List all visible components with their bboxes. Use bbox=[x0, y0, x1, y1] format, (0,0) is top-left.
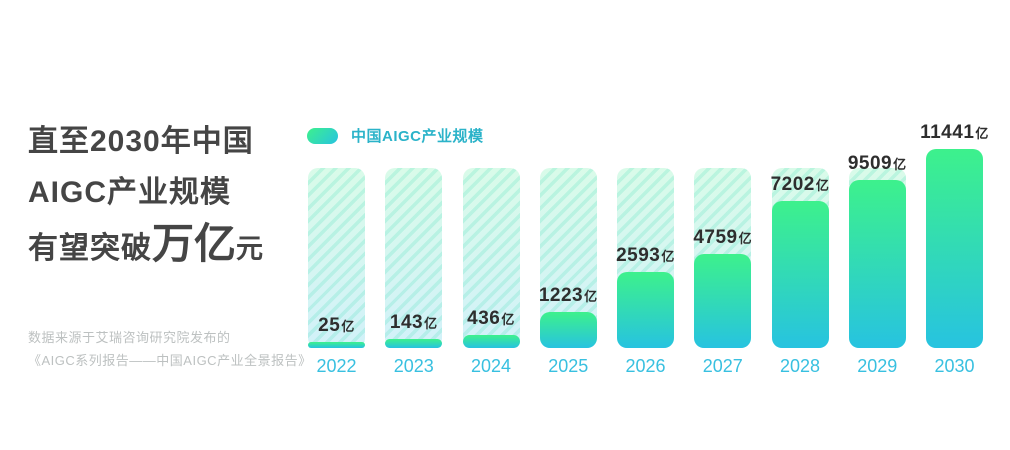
bar-track bbox=[462, 168, 520, 348]
value-label: 7202亿 bbox=[771, 174, 830, 196]
title-line-3-suffix: 元 bbox=[236, 234, 265, 264]
value-number: 1223 bbox=[538, 285, 584, 306]
year-label: 2023 bbox=[393, 356, 434, 376]
bar-column: 11441亿 2030 bbox=[920, 122, 988, 376]
value-bar bbox=[926, 149, 983, 348]
value-number: 143 bbox=[389, 312, 424, 333]
value-label: 1223亿 bbox=[539, 285, 598, 307]
title-line-3-highlight: 万亿 bbox=[152, 220, 237, 267]
value-number: 11441 bbox=[920, 122, 975, 143]
value-bar bbox=[385, 339, 443, 348]
value-unit: 亿 bbox=[738, 231, 753, 246]
year-label: 2028 bbox=[779, 356, 821, 376]
value-unit: 亿 bbox=[661, 249, 675, 264]
title-line-1: 直至2030年中国 bbox=[28, 125, 254, 158]
value-number: 9509 bbox=[847, 153, 893, 174]
value-bar bbox=[462, 335, 520, 348]
year-label: 2022 bbox=[316, 356, 357, 376]
value-label: 436亿 bbox=[467, 308, 515, 330]
value-unit: 亿 bbox=[815, 178, 830, 193]
value-unit: 亿 bbox=[424, 316, 438, 331]
bar-track bbox=[308, 168, 365, 348]
bar-column: 9509亿 2029 bbox=[848, 153, 906, 376]
value-number: 4759 bbox=[693, 227, 738, 248]
page-title: 直至2030年中国 AIGC产业规模 有望突破万亿元 bbox=[28, 116, 264, 275]
title-line-3: 有望突破万亿元 bbox=[28, 218, 264, 275]
value-label: 143亿 bbox=[390, 312, 438, 334]
value-label: 2593亿 bbox=[616, 245, 675, 267]
value-label: 25亿 bbox=[318, 315, 355, 337]
value-bar bbox=[848, 180, 906, 348]
year-label: 2024 bbox=[470, 356, 512, 376]
value-bar bbox=[771, 201, 829, 348]
chart-legend: 中国AIGC产业规模 bbox=[307, 125, 484, 146]
year-label: 2026 bbox=[625, 356, 666, 376]
bar-column: 2593亿 2026 bbox=[616, 168, 675, 376]
value-label: 9509亿 bbox=[848, 153, 907, 175]
value-unit: 亿 bbox=[893, 157, 907, 172]
bar-column: 1223亿 2025 bbox=[539, 168, 598, 376]
bar-column: 7202亿 2028 bbox=[771, 168, 830, 376]
value-label: 11441亿 bbox=[920, 122, 989, 144]
value-bar bbox=[617, 272, 674, 348]
value-bar bbox=[694, 254, 752, 348]
value-number: 2593 bbox=[616, 245, 661, 266]
value-unit: 亿 bbox=[975, 126, 989, 141]
year-label: 2027 bbox=[702, 356, 743, 376]
plot-area: 25亿 2022 143亿 2023 436亿 2024 1223亿 2025 2593亿 202… bbox=[308, 122, 988, 376]
bar-column: 436亿 2024 bbox=[462, 168, 520, 376]
bar-track bbox=[385, 168, 443, 348]
value-unit: 亿 bbox=[501, 312, 515, 327]
value-unit: 亿 bbox=[584, 289, 598, 304]
value-unit: 亿 bbox=[341, 319, 355, 334]
data-source-note: 数据来源于艾瑞咨询研究院发布的 《AIGC系列报告——中国AIGC产业全景报告》 bbox=[28, 326, 312, 372]
year-label: 2025 bbox=[548, 356, 589, 376]
legend-label: 中国AIGC产业规模 bbox=[351, 128, 484, 145]
source-line-2: 《AIGC系列报告——中国AIGC产业全景报告》 bbox=[28, 353, 312, 368]
value-label: 4759亿 bbox=[693, 227, 752, 249]
title-line-2: AIGC产业规模 bbox=[28, 176, 231, 209]
year-label: 2029 bbox=[857, 356, 898, 376]
title-line-3-prefix: 有望突破 bbox=[28, 232, 152, 265]
bar-column: 25亿 2022 bbox=[308, 168, 365, 376]
value-number: 7202 bbox=[770, 174, 815, 195]
value-number: 436 bbox=[467, 308, 501, 329]
value-bar bbox=[308, 342, 365, 348]
value-number: 25 bbox=[318, 315, 341, 336]
source-line-1: 数据来源于艾瑞咨询研究院发布的 bbox=[28, 330, 231, 345]
bar-column: 4759亿 2027 bbox=[693, 168, 752, 376]
bar-column: 143亿 2023 bbox=[385, 168, 443, 376]
legend-swatch-icon bbox=[307, 127, 338, 144]
year-label: 2030 bbox=[934, 356, 975, 376]
value-bar bbox=[539, 312, 597, 348]
